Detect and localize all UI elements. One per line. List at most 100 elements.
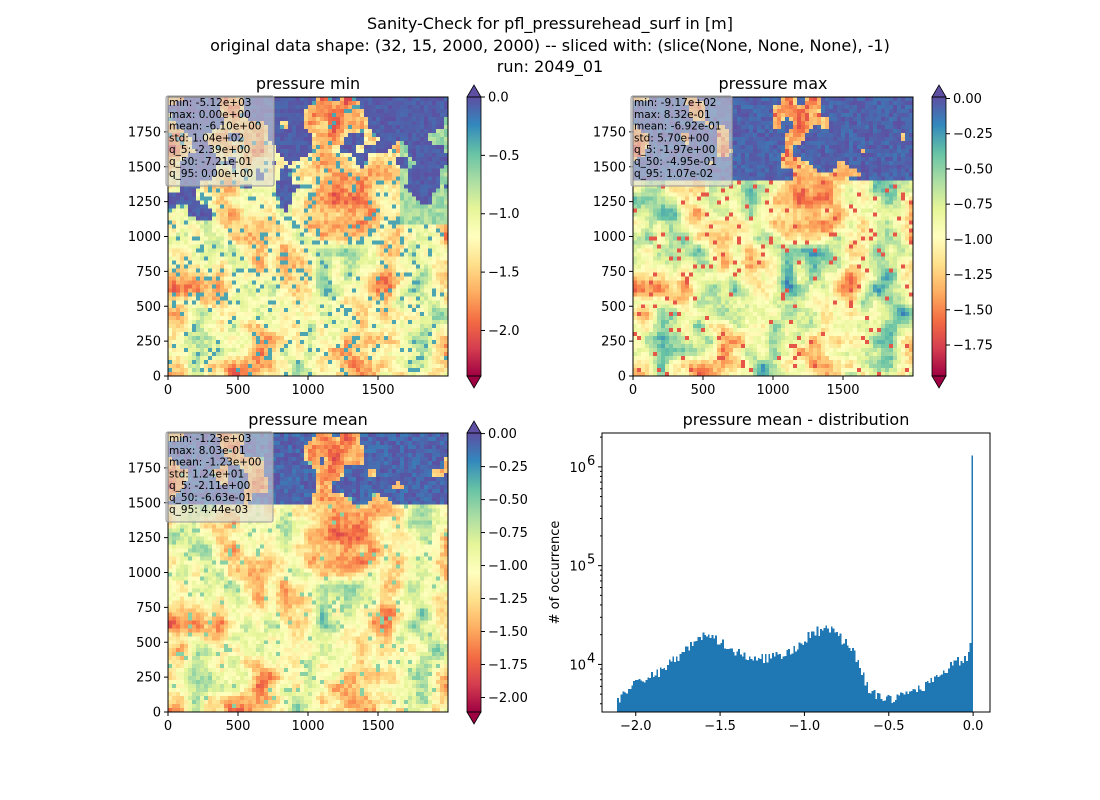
heatmap-cell (208, 300, 213, 305)
heatmap-cell (444, 372, 449, 377)
heatmap-cell (196, 364, 201, 369)
heatmap-cell (192, 304, 197, 309)
heatmap-cell (396, 264, 401, 269)
heatmap-cell (300, 224, 305, 230)
heatmap-cell (412, 224, 417, 230)
heatmap-cell (320, 200, 325, 206)
heatmap-cell (432, 368, 437, 373)
heatmap-cell (288, 204, 293, 210)
heatmap-cell (288, 140, 293, 146)
heatmap-cell (184, 328, 189, 333)
heatmap-cell (224, 348, 229, 353)
heatmap-cell (432, 344, 437, 349)
heatmap-cell (336, 176, 341, 182)
heatmap-cell (256, 300, 261, 305)
heatmap-cell (424, 160, 429, 166)
heatmap-cell (380, 216, 385, 222)
heatmap-cell (444, 216, 449, 222)
heatmap-cell (384, 200, 389, 206)
heatmap-cell (280, 212, 285, 218)
heatmap-cell (224, 356, 229, 361)
heatmap-cell (416, 140, 421, 146)
heatmap-cell (332, 252, 337, 258)
heatmap-cell (300, 232, 305, 238)
heatmap-cell (388, 308, 393, 313)
heatmap-cell (388, 344, 393, 349)
heatmap-cell (328, 212, 333, 218)
heatmap-cell (216, 360, 221, 365)
heatmap-cell (316, 284, 321, 289)
heatmap-cell (312, 108, 317, 114)
heatmap-cell (340, 224, 345, 230)
heatmap-cell (424, 264, 429, 269)
heatmap-cell (324, 104, 329, 110)
heatmap-cell (204, 196, 209, 202)
heatmap-cell (196, 360, 201, 365)
heatmap-cell (276, 240, 281, 246)
colorbar-tick-label: 0.0 (488, 91, 509, 106)
heatmap-cell (396, 152, 401, 158)
heatmap-cell (228, 252, 233, 258)
heatmap-cell (180, 228, 185, 234)
heatmap-cell (364, 160, 369, 166)
heatmap-cell (276, 180, 281, 186)
heatmap-cell (444, 248, 449, 254)
heatmap-cell (276, 368, 281, 373)
heatmap-cell (408, 104, 413, 110)
heatmap-cell (340, 284, 345, 289)
heatmap-cell (260, 300, 265, 305)
heatmap-cell (264, 188, 269, 194)
heatmap-cell (232, 296, 237, 301)
heatmap-cell (420, 276, 425, 281)
heatmap-cell (216, 208, 221, 214)
heatmap-cell (240, 320, 245, 325)
heatmap-cell (380, 256, 385, 262)
heatmap-cell (436, 104, 441, 110)
heatmap-cell (432, 360, 437, 365)
heatmap-cell (384, 208, 389, 214)
heatmap-cell (284, 292, 289, 297)
heatmap-cell (176, 368, 181, 373)
heatmap-cell (348, 208, 353, 214)
heatmap-cell (412, 252, 417, 258)
heatmap-cell (316, 192, 321, 198)
heatmap-cell (304, 176, 309, 182)
heatmap-cell (400, 272, 405, 277)
heatmap-cell (324, 216, 329, 222)
heatmap-cell (384, 100, 389, 106)
heatmap-cell (280, 204, 285, 210)
heatmap-cell (320, 228, 325, 234)
heatmap-cell (344, 368, 349, 373)
heatmap-cell (400, 108, 405, 114)
heatmap-cell (228, 228, 233, 234)
heatmap-cell (304, 280, 309, 285)
heatmap-cell (300, 108, 305, 114)
heatmap-cell (328, 152, 333, 158)
heatmap-cell (284, 356, 289, 361)
heatmap-cell (212, 328, 217, 333)
heatmap-cell (324, 144, 329, 150)
heatmap-cell (292, 196, 297, 202)
heatmap-cell (236, 364, 241, 369)
heatmap-cell (320, 212, 325, 218)
heatmap-cell (272, 332, 277, 337)
heatmap-cell (368, 252, 373, 258)
heatmap-cell (396, 184, 401, 190)
heatmap-cell (444, 224, 449, 230)
heatmap-cell (444, 256, 449, 262)
heatmap-cell (176, 212, 181, 218)
heatmap-cell (204, 296, 209, 301)
heatmap-cell (432, 160, 437, 166)
heatmap-cell (208, 264, 213, 269)
heatmap-cell (392, 180, 397, 186)
heatmap-cell (184, 212, 189, 218)
heatmap-cell (444, 156, 449, 162)
heatmap-cell (324, 180, 329, 186)
heatmap-cell (388, 256, 393, 262)
heatmap-cell (412, 104, 417, 110)
heatmap-cell (188, 308, 193, 313)
heatmap-cell (376, 192, 381, 198)
heatmap-cell (356, 232, 361, 238)
heatmap-cell (364, 112, 369, 118)
heatmap-cell (376, 104, 381, 110)
